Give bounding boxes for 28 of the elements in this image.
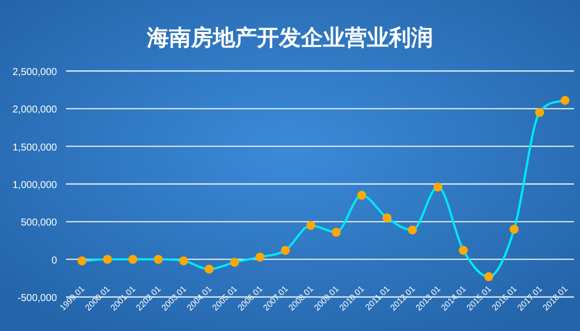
- point: [535, 108, 544, 117]
- point: [102, 254, 112, 264]
- point: [230, 258, 240, 267]
- point: [78, 256, 86, 266]
- point: [204, 264, 214, 274]
- point: [179, 256, 188, 266]
- point: [255, 252, 264, 262]
- point: [458, 246, 468, 255]
- point: [408, 225, 417, 234]
- point: [433, 182, 442, 192]
- y-tick-label: 500,000: [20, 218, 58, 229]
- point: [280, 246, 290, 255]
- point: [382, 213, 392, 222]
- point: [560, 96, 570, 105]
- point: [306, 220, 316, 230]
- y-tick-label: -500,000: [18, 293, 58, 304]
- point: [484, 272, 494, 282]
- point: [510, 224, 519, 234]
- point: [154, 254, 163, 264]
- y-tick-label: 1,000,000: [12, 180, 58, 191]
- y-tick-label: 2,500,000: [12, 67, 58, 78]
- point: [128, 254, 138, 264]
- chart-title: 海南房地产开发企业营业利润: [146, 25, 433, 50]
- point: [357, 190, 366, 200]
- y-tick-label: 0: [51, 255, 58, 266]
- point: [332, 228, 341, 237]
- y-tick-label: 2,000,000: [12, 104, 58, 116]
- y-tick-label: 1,500,000: [12, 142, 58, 154]
